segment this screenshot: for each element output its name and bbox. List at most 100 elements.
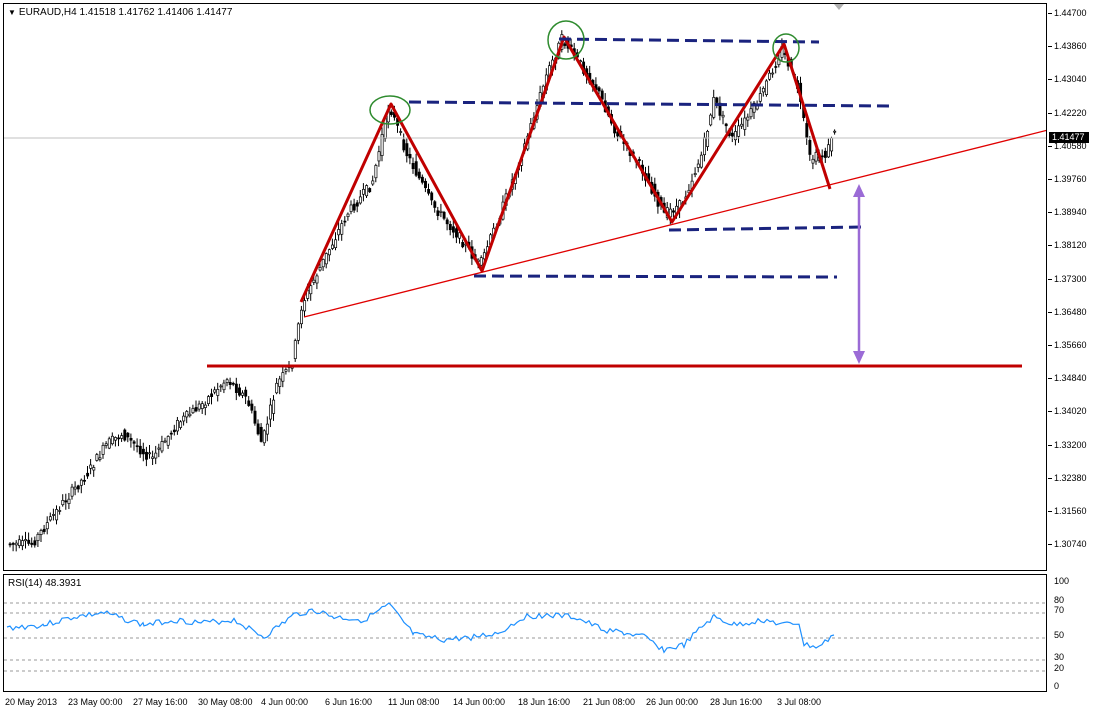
candle <box>706 129 710 151</box>
dashed-support-level-lower[interactable] <box>473 274 838 279</box>
candle <box>52 508 55 521</box>
candle <box>352 198 356 213</box>
candle <box>343 216 347 227</box>
time-axis-label: 21 Jun 08:00 <box>583 697 636 707</box>
price-axis-label: 1.34020 <box>1054 406 1087 417</box>
drawn-objects[interactable] <box>207 20 1047 368</box>
time-axis: 20 May 2013 23 May 00:00 27 May 16:00 30 Ma… <box>3 692 1047 712</box>
candle <box>761 86 765 97</box>
candle <box>129 433 133 448</box>
peak-circle-marker[interactable] <box>772 33 800 63</box>
rsi-axis-label: 20 <box>1054 663 1065 673</box>
candle <box>405 138 409 163</box>
time-axis-label: 4 Jun 00:00 <box>261 697 309 707</box>
candle <box>365 184 369 199</box>
price-axis-tick <box>1048 511 1052 512</box>
dashed-resistance-level-top[interactable] <box>558 37 820 44</box>
candle <box>21 535 24 551</box>
candle <box>172 424 176 436</box>
candle <box>737 119 741 143</box>
candle <box>758 86 762 105</box>
price-axis-label: 1.43860 <box>1054 41 1087 52</box>
price-chart-panel[interactable]: ▼ EURAUD,H4 1.41518 1.41762 1.41406 1.414… <box>3 3 1047 571</box>
candle <box>411 157 415 174</box>
ascending-trendline[interactable] <box>303 129 1047 318</box>
candle <box>45 516 49 535</box>
candle <box>83 475 86 486</box>
price-axis-tick <box>1048 145 1052 147</box>
candle <box>718 96 722 121</box>
candle <box>185 410 189 424</box>
candle <box>73 481 77 496</box>
symbol-info-text: EURAUD,H4 1.41518 1.41762 1.41406 1.4147… <box>18 7 233 18</box>
candle <box>222 379 226 394</box>
candle <box>362 183 365 202</box>
candle <box>774 61 778 74</box>
candle <box>207 395 210 407</box>
candle <box>324 252 328 269</box>
candle <box>8 542 12 548</box>
peak-circle-marker[interactable] <box>547 20 585 60</box>
candle <box>238 383 241 397</box>
price-axis: 1.44700 1.43860 1.43040 1.42220 1.40580 1.397… <box>1048 3 1093 571</box>
candle <box>346 212 350 221</box>
rsi-canvas[interactable] <box>4 575 1047 692</box>
candle <box>234 377 238 401</box>
candle <box>721 110 725 125</box>
candle <box>107 436 111 450</box>
peak-circle-marker[interactable] <box>369 95 411 125</box>
candle <box>250 399 254 414</box>
candle <box>132 439 136 451</box>
candle <box>58 506 62 515</box>
candle <box>256 419 260 436</box>
price-axis-tick <box>1048 212 1052 214</box>
candle <box>765 79 768 97</box>
candle <box>284 367 288 375</box>
panel-menu-triangle-icon[interactable]: ▼ <box>8 8 16 17</box>
rsi-line <box>6 602 835 654</box>
measurement-arrow[interactable] <box>853 184 865 364</box>
price-pattern-zigzag[interactable] <box>299 35 832 303</box>
candle <box>79 478 83 494</box>
time-axis-label: 14 Jun 00:00 <box>453 697 506 707</box>
candle <box>176 416 179 435</box>
dashed-support-level-upper[interactable] <box>668 225 863 232</box>
time-axis-label: 30 May 08:00 <box>198 697 253 707</box>
candle <box>823 147 827 163</box>
rsi-indicator-panel[interactable]: RSI(14) 48.3931 <box>3 574 1047 692</box>
price-axis-tick <box>1048 311 1052 313</box>
candle <box>703 132 706 162</box>
price-axis-tick <box>1048 79 1052 81</box>
candle <box>300 305 303 329</box>
candle <box>436 206 440 221</box>
price-chart-canvas[interactable] <box>4 4 1047 571</box>
price-axis-label: 1.34840 <box>1054 373 1087 384</box>
candle <box>98 450 102 462</box>
candle <box>275 377 279 395</box>
time-axis-label: 23 May 00:00 <box>68 697 123 707</box>
candle <box>715 96 719 109</box>
candle <box>340 219 344 241</box>
dashed-resistance-level-mid[interactable] <box>408 100 890 108</box>
candle <box>315 273 319 290</box>
candle <box>197 400 201 412</box>
price-axis-label: 1.36480 <box>1054 306 1087 317</box>
candle <box>39 528 43 543</box>
candle <box>377 145 381 167</box>
candle <box>563 42 567 49</box>
price-axis-label: 1.35660 <box>1054 340 1087 350</box>
chart-shift-marker-icon[interactable] <box>834 4 844 10</box>
price-axis-tick <box>1048 544 1052 546</box>
candle <box>749 101 753 120</box>
candle <box>48 512 52 522</box>
candle <box>327 248 331 262</box>
price-axis-label: 1.42220 <box>1054 107 1087 118</box>
time-axis-label: 6 Jun 16:00 <box>325 697 373 707</box>
rsi-title: RSI(14) 48.3931 <box>8 578 82 589</box>
time-axis-label: 18 Jun 16:00 <box>518 697 571 707</box>
candle <box>216 382 220 402</box>
price-axis-tick <box>1048 444 1052 446</box>
price-axis-label: 1.31560 <box>1054 506 1087 516</box>
candle <box>303 297 307 318</box>
